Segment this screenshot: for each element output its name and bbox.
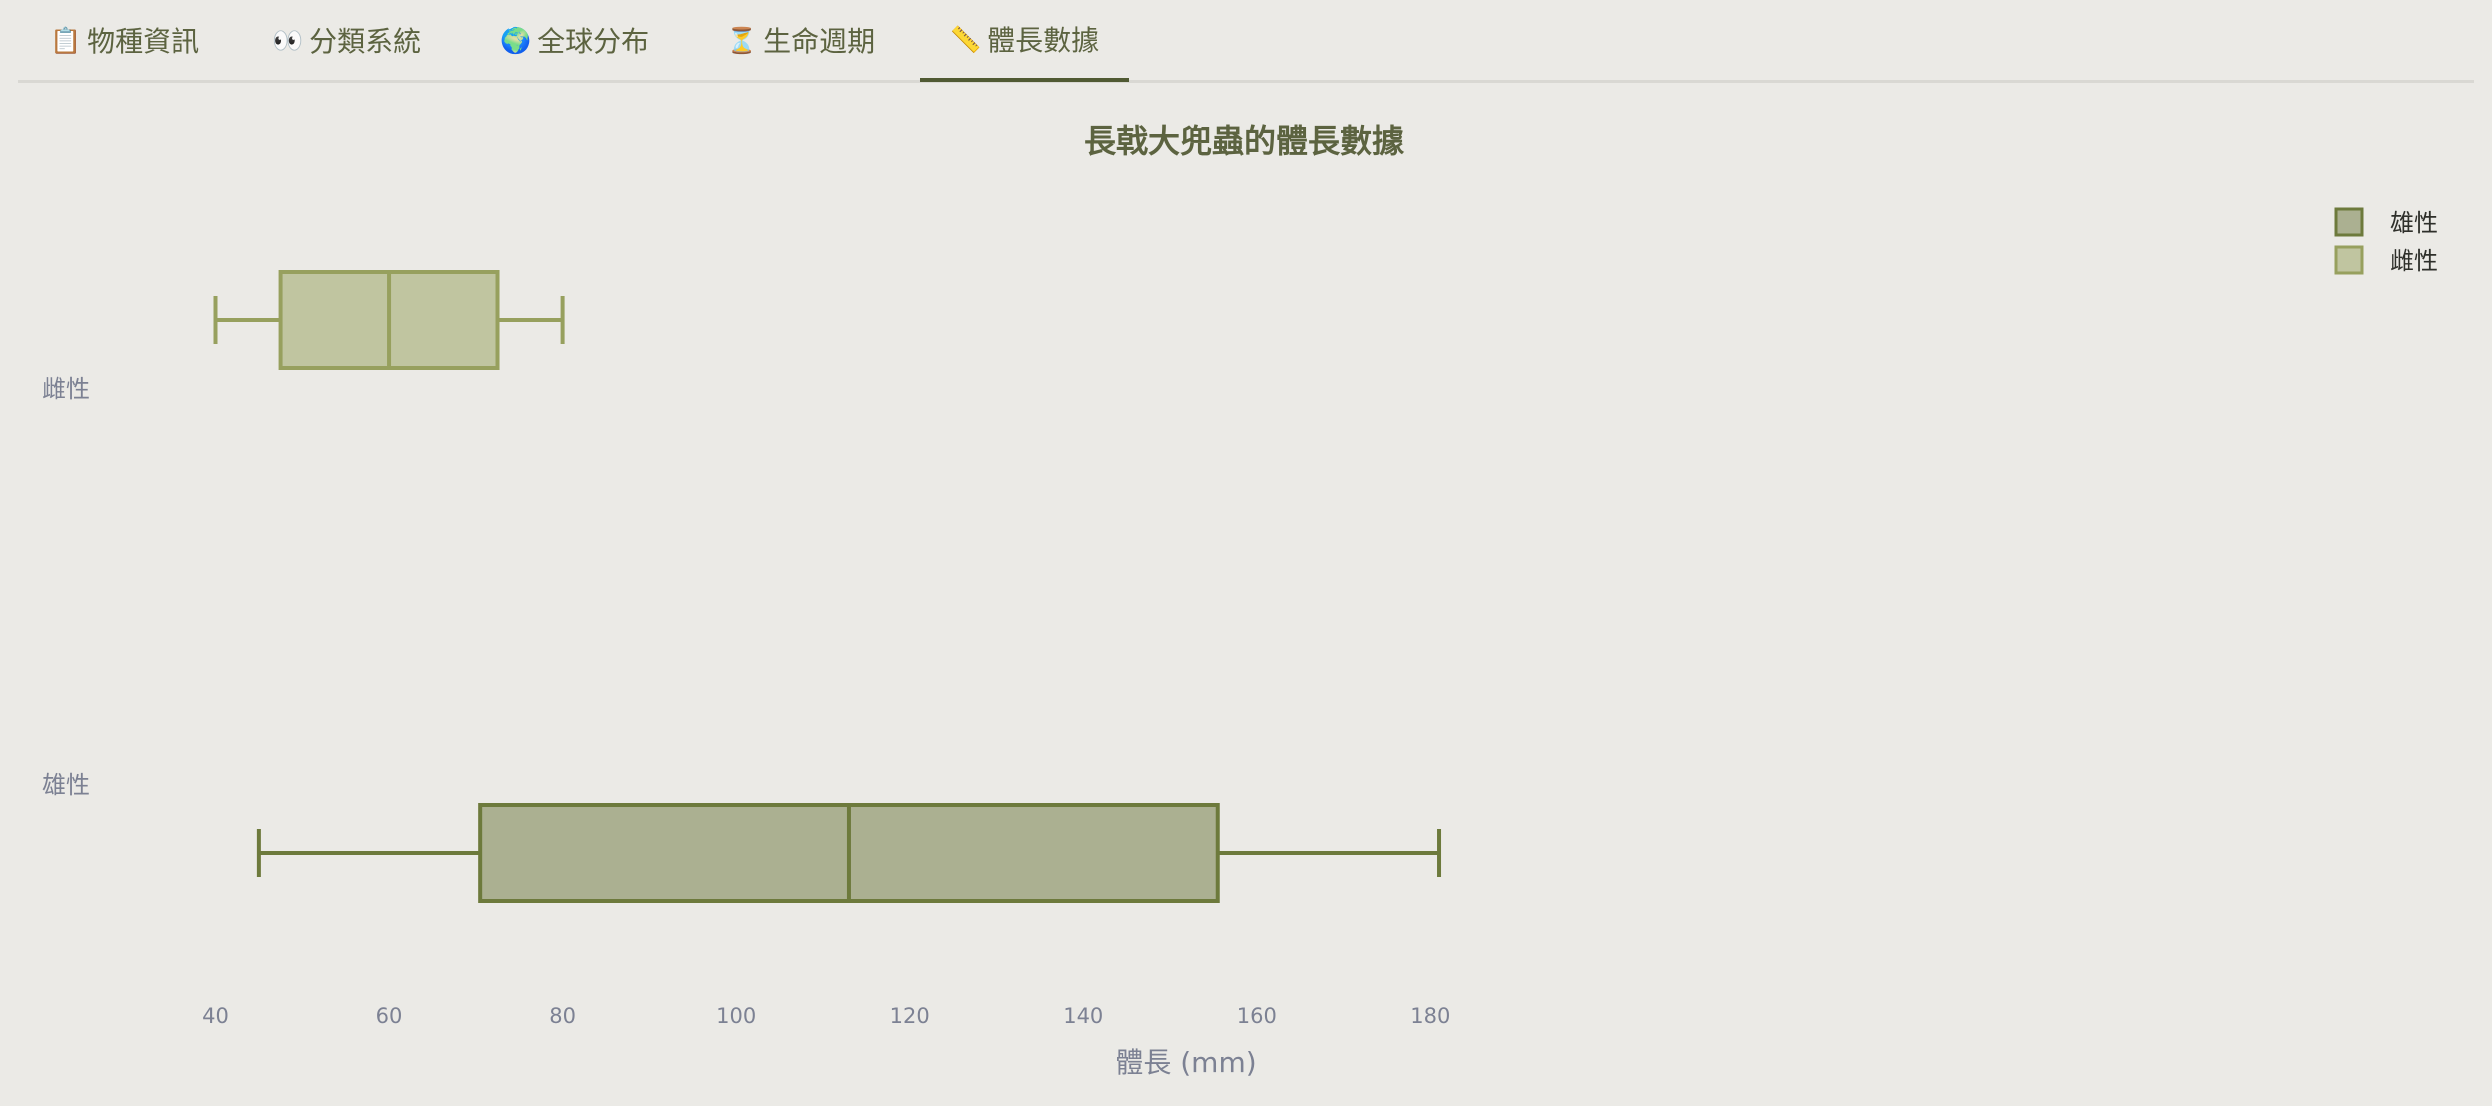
ruler-icon: 📏 (950, 24, 982, 54)
boxes-layer (213, 270, 1442, 903)
legend-swatch (2334, 207, 2364, 237)
clipboard-icon: 📋 (50, 25, 82, 55)
x-tick-label: 100 (716, 1004, 756, 1028)
tab-label: 生命週期 (763, 25, 876, 58)
x-tick-label: 140 (1063, 1004, 1103, 1028)
tab-label: 分類系統 (309, 25, 422, 58)
x-tick-label: 40 (202, 1004, 229, 1028)
x-tick-label: 160 (1237, 1004, 1277, 1028)
eyes-icon: 👀 (272, 25, 304, 55)
y-category-label: 雄性 (42, 771, 90, 799)
tab-label: 全球分布 (537, 25, 650, 58)
legend-label: 雄性 (2390, 209, 2438, 237)
tab-species-info[interactable]: 📋 物種資訊 (50, 0, 199, 80)
x-axis-ticks: 40 60 80 100 120 140 160 180 (202, 1004, 1450, 1028)
x-tick-label: 180 (1410, 1004, 1450, 1028)
tab-taxonomy[interactable]: 👀 分類系統 (272, 0, 421, 80)
globe-icon: 🌍 (500, 25, 532, 55)
tab-label: 體長數據 (987, 24, 1100, 57)
tab-label: 物種資訊 (87, 25, 200, 58)
tab-body-length[interactable]: 📏 體長數據 (920, 0, 1130, 82)
hourglass-icon: ⏳ (726, 25, 758, 55)
box-female (213, 270, 565, 370)
x-tick-label: 60 (376, 1004, 403, 1028)
tab-distribution[interactable]: 🌍 全球分布 (500, 0, 649, 80)
chart-title: 長戟大兜蟲的體長數據 (1084, 122, 1405, 160)
x-tick-label: 120 (890, 1004, 930, 1028)
x-tick-label: 80 (549, 1004, 576, 1028)
box-male (256, 803, 1442, 903)
legend-label: 雌性 (2390, 247, 2438, 275)
y-category-label: 雌性 (42, 375, 90, 403)
tab-bar: 📋 物種資訊 👀 分類系統 🌍 全球分布 ⏳ 生命週期 📏 體長數據 (18, 0, 2474, 83)
tab-life-cycle[interactable]: ⏳ 生命週期 (726, 0, 875, 80)
x-axis-label: 體長 (mm) (1115, 1046, 1256, 1079)
legend-swatch (2334, 245, 2364, 275)
